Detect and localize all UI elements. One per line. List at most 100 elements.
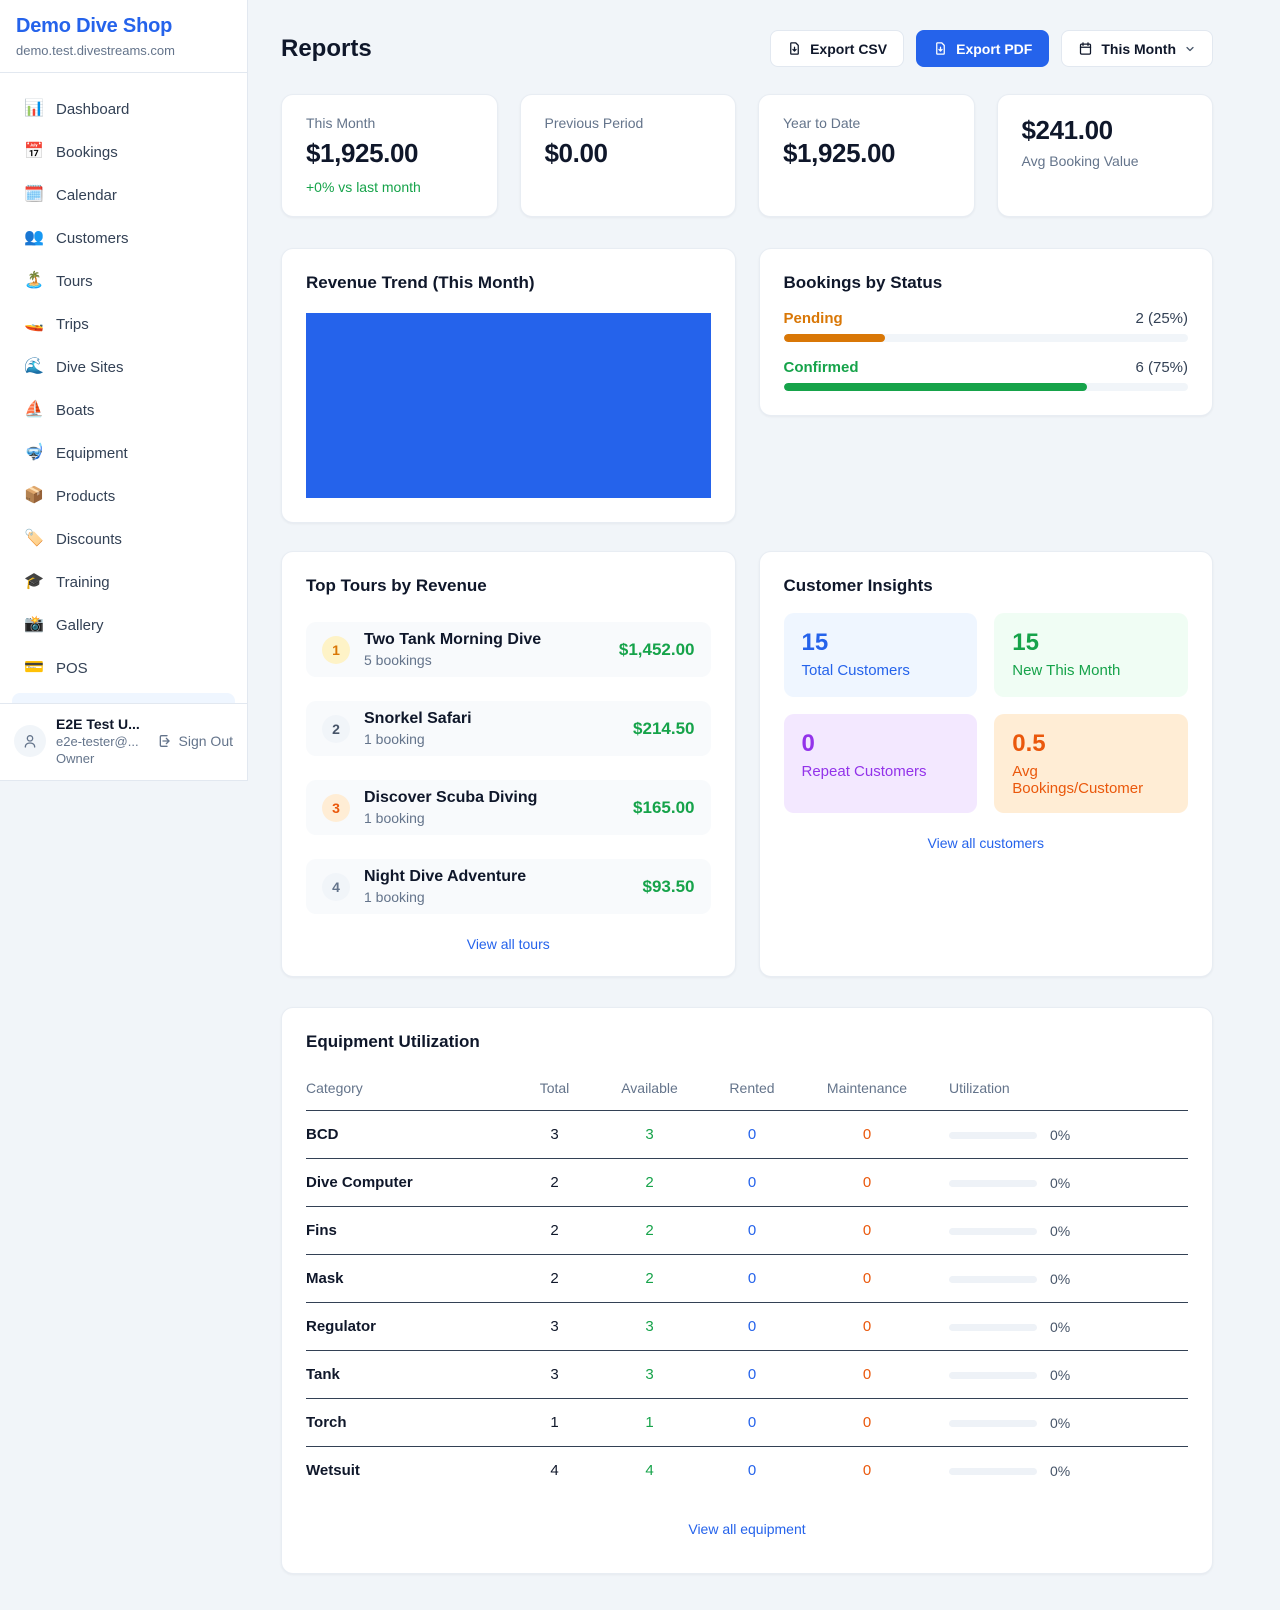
page-title: Reports [281, 34, 372, 62]
sidebar-item-label: Boats [56, 401, 95, 419]
utilization-bar [949, 1179, 1037, 1187]
stat-label: Previous Period [544, 115, 644, 131]
sidebar-item-discounts[interactable]: 🏷️ Discounts [12, 521, 235, 557]
status-progress-track [783, 334, 1188, 342]
equipment-table-body: BCD 3 3 0 0 0% Dive Computer 2 2 0 0 0% Fins 2 2 0 0 0% Ma… [306, 1110, 1188, 1495]
sidebar-item-products[interactable]: 📦 Products [12, 478, 235, 514]
view-all-customers-link[interactable]: View all customers [927, 835, 1044, 851]
sidebar-item-trips[interactable]: 🚤 Trips [12, 306, 235, 342]
equipment-available: 3 [597, 1110, 702, 1159]
equipment-utilization-cell: 0% [932, 1447, 1188, 1495]
column-header-maintenance: Maintenance [802, 1072, 932, 1111]
equipment-maintenance: 0 [802, 1398, 932, 1447]
sidebar-item-customers[interactable]: 👥 Customers [12, 220, 235, 256]
sidebar-item-selected-partial[interactable] [12, 693, 235, 703]
equipment-total: 2 [512, 1206, 597, 1255]
sidebar-item-tours[interactable]: 🏝️ Tours [12, 263, 235, 299]
sidebar-item-dashboard[interactable]: 📊 Dashboard [12, 91, 235, 127]
shop-name: Demo Dive Shop [16, 15, 173, 37]
page-header: Reports Export CSV Export PDF [281, 30, 1213, 67]
equipment-maintenance: 0 [802, 1206, 932, 1255]
sidebar-item-label: Equipment [56, 444, 128, 462]
avatar [14, 725, 46, 757]
sidebar-item-equipment[interactable]: 🤿 Equipment [12, 435, 235, 471]
tour-bookings-count: 1 booking [364, 889, 425, 905]
equipment-row-wetsuit: Wetsuit 4 4 0 0 0% [306, 1447, 1188, 1495]
utilization-bar [949, 1275, 1037, 1283]
user-email: e2e-tester@... [56, 734, 139, 749]
sign-out-label: Sign Out [178, 733, 233, 749]
stat-delta: +0% vs last month [306, 179, 421, 195]
sidebar-item-calendar[interactable]: 🗓️ Calendar [12, 177, 235, 213]
sidebar-item-label: Gallery [56, 616, 104, 634]
sidebar-item-dive-sites[interactable]: 🌊 Dive Sites [12, 349, 235, 385]
equipment-utilization-cell: 0% [932, 1302, 1188, 1351]
top-tours-card: Top Tours by Revenue 1 Two Tank Morning D… [281, 551, 736, 977]
equipment-available: 3 [597, 1302, 702, 1351]
utilization-bar [949, 1419, 1037, 1427]
user-panel: E2E Test U... e2e-tester@... Owner Sign … [0, 703, 247, 780]
status-progress-fill [783, 334, 885, 342]
equipment-row-torch: Torch 1 1 0 0 0% [306, 1398, 1188, 1447]
calendar-icon: 📅 [24, 143, 44, 160]
tour-name: Discover Scuba Diving [364, 789, 538, 806]
equipment-row-tank: Tank 3 3 0 0 0% [306, 1350, 1188, 1399]
revenue-trend-title: Revenue Trend (This Month) [306, 273, 535, 292]
tear-off-calendar-icon: 🗓️ [24, 186, 44, 203]
view-all-equipment-link[interactable]: View all equipment [688, 1520, 806, 1537]
tour-name: Snorkel Safari [364, 710, 472, 727]
equipment-maintenance: 0 [802, 1302, 932, 1351]
tour-name: Two Tank Morning Dive [364, 631, 542, 648]
equipment-total: 4 [550, 1462, 559, 1480]
sailboat-icon: ⛵ [24, 401, 44, 418]
insight-value: 0 [801, 730, 815, 757]
calendar-icon [1080, 42, 1092, 55]
desert-island-icon: 🏝️ [24, 272, 44, 289]
column-header-available: Available [597, 1072, 702, 1111]
equipment-utilization-cell: 0% [932, 1158, 1188, 1207]
equipment-category: Torch [306, 1398, 512, 1447]
equipment-maintenance: 0 [802, 1350, 932, 1399]
stat-card-previous-period: Previous Period $0.00 [519, 94, 736, 217]
insight-tile-total-customers: 15 Total Customers [783, 613, 978, 697]
insight-tile-repeat-customers: 0 Repeat Customers [783, 714, 978, 813]
equipment-category: Tank [306, 1350, 512, 1399]
tour-row-discover-scuba-diving: 3 Discover Scuba Diving 1 booking $165.00 [306, 780, 711, 835]
stat-value: $241.00 [1021, 115, 1114, 145]
status-count: 2 (25%) [1135, 310, 1188, 327]
sidebar-item-training[interactable]: 🎓 Training [12, 564, 235, 600]
diving-mask-icon: 🤿 [24, 444, 44, 461]
period-dropdown[interactable]: This Month [1061, 30, 1213, 67]
tour-rank-badge: 2 [322, 714, 350, 743]
tour-row-snorkel-safari: 2 Snorkel Safari 1 booking $214.50 [306, 701, 711, 756]
view-all-tours-link[interactable]: View all tours [466, 936, 550, 952]
stat-card-year-to-date: Year to Date $1,925.00 [758, 94, 975, 217]
equipment-utilization-card: Equipment Utilization Category Total Avail… [281, 1007, 1213, 1574]
equipment-available: 2 [597, 1206, 702, 1255]
customer-insights-card: Customer Insights 15 Total Customers 15 New… [758, 551, 1213, 977]
top-tours-title: Top Tours by Revenue [306, 576, 487, 595]
export-csv-button[interactable]: Export CSV [770, 30, 905, 67]
main-content: Reports Export CSV Export PDF [248, 0, 1280, 1610]
column-header-total: Total [512, 1072, 597, 1111]
sidebar-item-pos[interactable]: 💳 POS [12, 650, 235, 686]
sidebar-item-boats[interactable]: ⛵ Boats [12, 392, 235, 428]
sidebar-item-label: Products [56, 487, 116, 505]
sign-out-button[interactable]: Sign Out [157, 733, 233, 749]
sidebar-item-bookings[interactable]: 📅 Bookings [12, 134, 235, 170]
sidebar-item-gallery[interactable]: 📸 Gallery [12, 607, 235, 643]
export-pdf-button[interactable]: Export PDF [916, 30, 1050, 67]
equipment-available: 3 [597, 1350, 702, 1399]
sidebar-item-label: Dive Sites [56, 358, 124, 376]
equipment-total: 1 [512, 1398, 597, 1447]
sidebar-item-label: Trips [56, 315, 89, 333]
utilization-bar [949, 1371, 1037, 1379]
equipment-total: 3 [512, 1302, 597, 1351]
status-count: 6 (75%) [1135, 359, 1188, 376]
insight-value: 15 [1012, 629, 1039, 656]
equipment-rented: 0 [702, 1302, 802, 1351]
equipment-rented: 0 [702, 1398, 802, 1447]
column-header-rented: Rented [702, 1072, 802, 1111]
utilization-bar [949, 1323, 1037, 1331]
equipment-row-dive-computer: Dive Computer 2 2 0 0 0% [306, 1158, 1188, 1207]
